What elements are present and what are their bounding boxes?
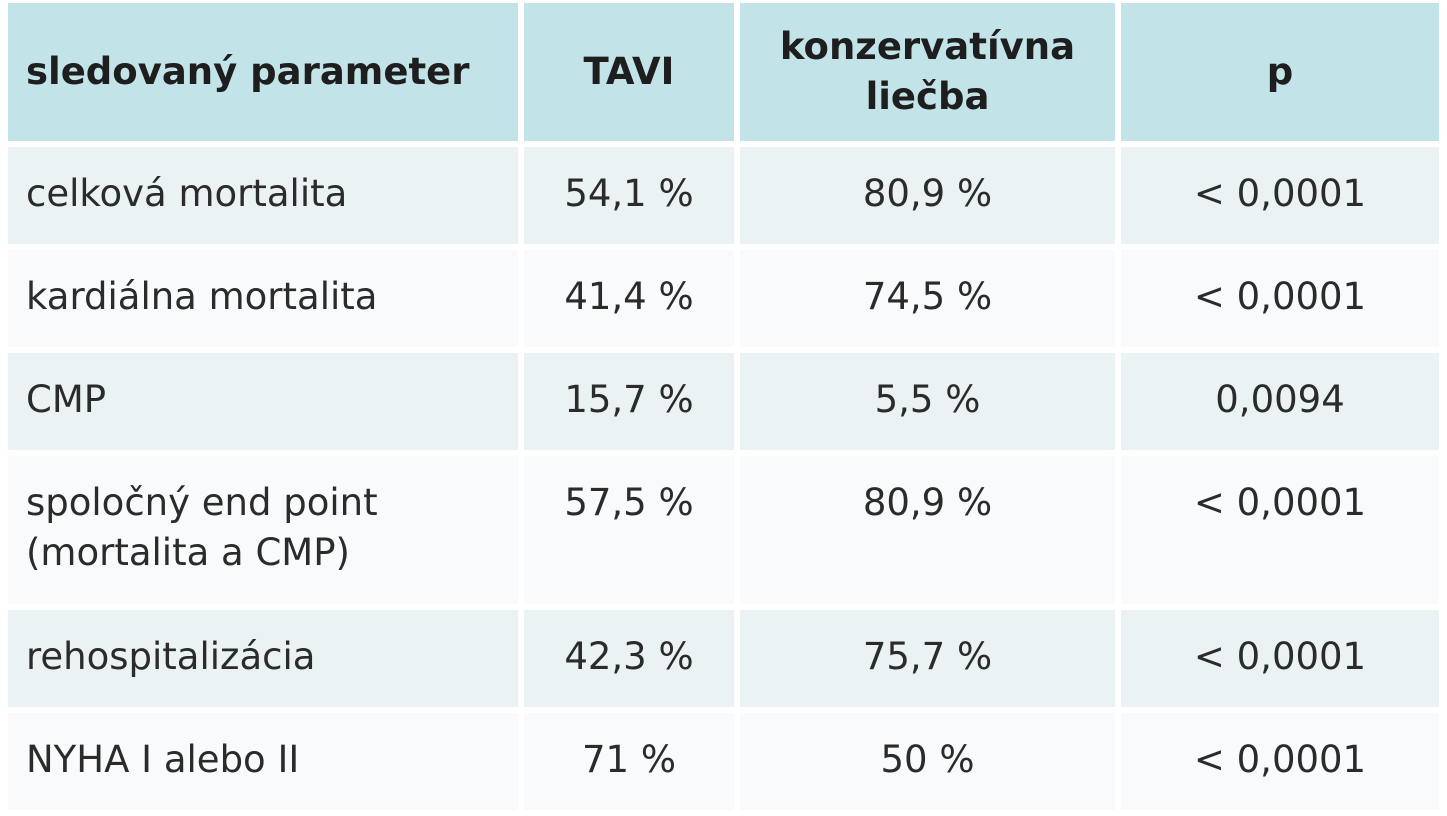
table-row: CMP 15,7 % 5,5 % 0,0094 xyxy=(8,353,1439,450)
header-parameter: sledovaný parameter xyxy=(8,3,524,141)
table-row: spoločný end point (mortalita a CMP) 57,… xyxy=(8,456,1439,604)
row-conservative-value: 75,7 % xyxy=(740,610,1121,707)
row-p-value: < 0,0001 xyxy=(1121,250,1439,347)
table-body: celková mortalita 54,1 % 80,9 % < 0,0001… xyxy=(8,147,1439,810)
header-conservative-line2: liečba xyxy=(865,75,990,118)
row-p-value: < 0,0001 xyxy=(1121,147,1439,244)
row-tavi-value: 57,5 % xyxy=(524,456,740,604)
row-parameter: NYHA I alebo II xyxy=(8,713,524,810)
row-tavi-value: 15,7 % xyxy=(524,353,740,450)
row-conservative-value: 50 % xyxy=(740,713,1121,810)
header-row: sledovaný parameter TAVI konzervatívna l… xyxy=(8,3,1439,141)
header-tavi: TAVI xyxy=(524,3,740,141)
results-table-container: sledovaný parameter TAVI konzervatívna l… xyxy=(8,3,1439,816)
row-parameter: rehospitalizácia xyxy=(8,610,524,707)
table-row: rehospitalizácia 42,3 % 75,7 % < 0,0001 xyxy=(8,610,1439,707)
row-conservative-value: 80,9 % xyxy=(740,456,1121,604)
header-conservative-line1: konzervatívna xyxy=(779,25,1076,68)
row-conservative-value: 74,5 % xyxy=(740,250,1121,347)
table-row: celková mortalita 54,1 % 80,9 % < 0,0001 xyxy=(8,147,1439,244)
row-conservative-value: 5,5 % xyxy=(740,353,1121,450)
row-parameter-line1: spoločný end point xyxy=(26,481,378,524)
row-p-value: < 0,0001 xyxy=(1121,610,1439,707)
row-p-value: < 0,0001 xyxy=(1121,713,1439,810)
table-header: sledovaný parameter TAVI konzervatívna l… xyxy=(8,3,1439,141)
table-row: kardiálna mortalita 41,4 % 74,5 % < 0,00… xyxy=(8,250,1439,347)
row-parameter: spoločný end point (mortalita a CMP) xyxy=(8,456,524,604)
row-tavi-value: 41,4 % xyxy=(524,250,740,347)
row-parameter: celková mortalita xyxy=(8,147,524,244)
header-conservative: konzervatívna liečba xyxy=(740,3,1121,141)
row-tavi-value: 54,1 % xyxy=(524,147,740,244)
results-table: sledovaný parameter TAVI konzervatívna l… xyxy=(8,0,1439,816)
row-tavi-value: 42,3 % xyxy=(524,610,740,707)
table-row: NYHA I alebo II 71 % 50 % < 0,0001 xyxy=(8,713,1439,810)
row-p-value: < 0,0001 xyxy=(1121,456,1439,604)
row-parameter: CMP xyxy=(8,353,524,450)
row-parameter: kardiálna mortalita xyxy=(8,250,524,347)
row-parameter-line2: (mortalita a CMP) xyxy=(26,531,350,574)
row-p-value: 0,0094 xyxy=(1121,353,1439,450)
header-p-value: p xyxy=(1121,3,1439,141)
row-conservative-value: 80,9 % xyxy=(740,147,1121,244)
row-tavi-value: 71 % xyxy=(524,713,740,810)
